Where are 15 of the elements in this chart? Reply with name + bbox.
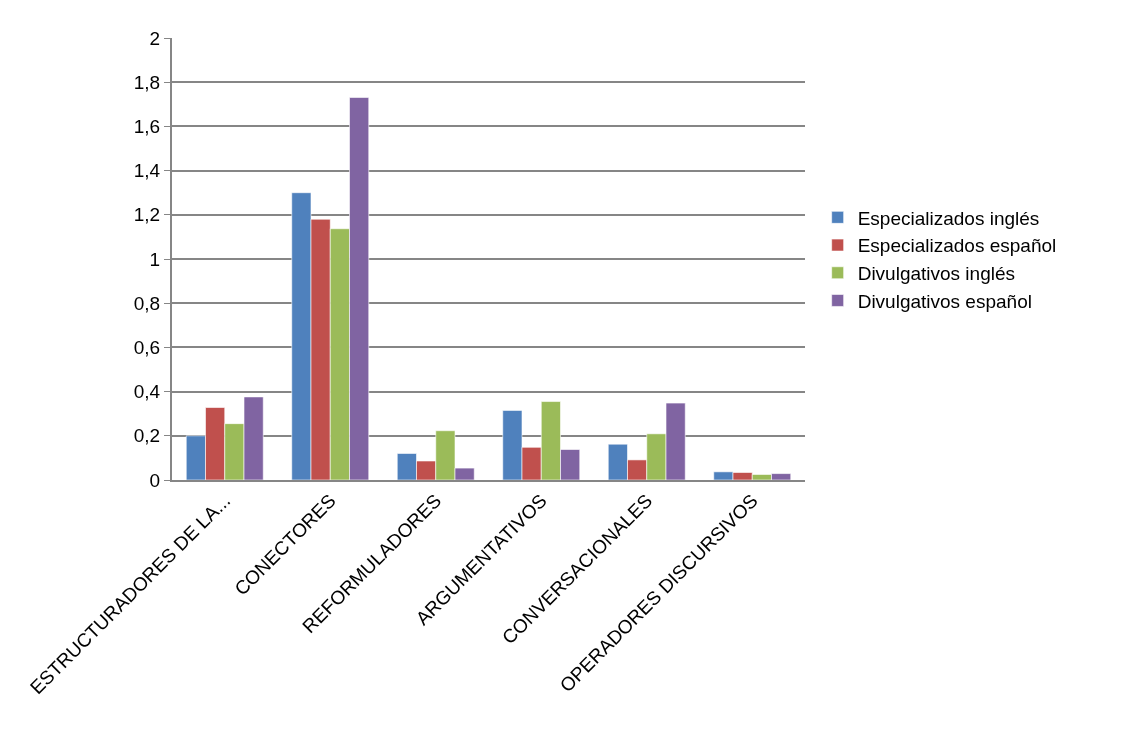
legend-label: Especializados inglés (857, 207, 1040, 229)
y-tick-label: 0,4 (133, 381, 161, 403)
y-tick-label: 2 (149, 27, 161, 49)
y-tick-label: 0,6 (133, 337, 161, 359)
legend-label: Especializados español (857, 235, 1057, 257)
y-tick-label: 0,2 (133, 425, 161, 447)
y-tick-label: 1,4 (133, 160, 161, 182)
y-tick-label: 1,8 (133, 71, 161, 93)
y-tick-label: 0 (149, 469, 161, 491)
y-tick-label: 1,2 (133, 204, 161, 226)
legend-label: Divulgativos inglés (857, 263, 1016, 285)
legend-label: Divulgativos español (857, 290, 1032, 312)
y-tick-label: 0,8 (133, 292, 161, 314)
y-tick-label: 1 (149, 248, 161, 270)
y-tick-label: 1,6 (133, 116, 161, 138)
